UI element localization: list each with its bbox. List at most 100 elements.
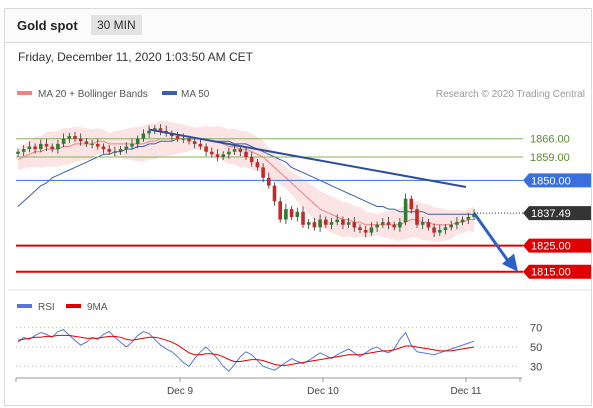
rsi-tick-50: 50 (530, 342, 542, 354)
candle (346, 218, 351, 228)
candle (381, 218, 385, 228)
candle (352, 216, 357, 232)
candle (261, 163, 265, 183)
candles (16, 124, 476, 238)
candle (466, 212, 471, 224)
indicator-legend: MA 20 + Bollinger Bands MA 50 Research ©… (17, 89, 585, 100)
legend-label-ma50: MA 50 (181, 89, 210, 100)
candle (21, 144, 26, 157)
candle (141, 129, 146, 142)
candle (318, 214, 322, 232)
candle (238, 146, 243, 157)
timeframe-badge[interactable]: 30 MIN (91, 15, 142, 35)
candle (210, 147, 214, 158)
level-value-1815.00: 1815.00 (531, 267, 571, 279)
rsi-9ma-line (17, 334, 475, 366)
candle (272, 182, 277, 206)
candle (101, 143, 106, 154)
rsi-tick-70: 70 (530, 323, 542, 335)
candle (113, 146, 117, 157)
candle (369, 222, 374, 236)
forecast-arrow-head (502, 253, 518, 272)
candle (267, 172, 271, 189)
chart-panel: Gold spot 30 MIN Friday, December 11, 20… (4, 8, 592, 406)
candle (403, 193, 408, 226)
time-tick-label: Dec 9 (167, 386, 194, 397)
candle (215, 149, 220, 162)
candle (204, 143, 208, 157)
candle (124, 142, 129, 154)
candle (432, 223, 436, 238)
bollinger-band-layer (18, 120, 474, 243)
level-value-1825.00: 1825.00 (531, 241, 571, 253)
candle (278, 197, 282, 223)
ma50-line (17, 138, 474, 215)
level-value-1850.00: 1850.00 (531, 175, 571, 187)
candle (289, 206, 294, 221)
legend-label-ma20: MA 20 + Bollinger Bands (38, 89, 148, 100)
candle (386, 216, 391, 230)
candle (73, 131, 77, 142)
candle (335, 214, 339, 226)
candle (130, 138, 134, 150)
candle (244, 147, 248, 161)
rsi-line (17, 329, 475, 372)
rsi-panel: 70 50 30 (16, 323, 542, 373)
candle (312, 218, 317, 231)
level-label-1866.00: 1866.00 (530, 134, 570, 146)
candle (135, 135, 140, 149)
time-axis: Dec 9 Dec 10 Dec 11 (15, 377, 522, 397)
research-credit: Research © 2020 Trading Central (436, 89, 585, 100)
chart-header: Gold spot 30 MIN (5, 9, 591, 43)
candle (118, 146, 123, 155)
candle (358, 224, 362, 234)
rsi-tick-30: 30 (530, 361, 542, 373)
candle (158, 124, 163, 136)
candle (61, 133, 66, 148)
candle (455, 216, 459, 230)
legend-swatch-ma50 (162, 91, 177, 95)
legend-label-rsi: RSI (38, 302, 55, 313)
candle (255, 159, 260, 171)
candle (443, 224, 448, 235)
candle (392, 221, 396, 231)
current-price-value: 1837.49 (531, 208, 571, 220)
trend-annotations (148, 128, 518, 272)
forecast-arrow (472, 212, 514, 268)
candle (341, 216, 345, 230)
candle (90, 139, 94, 149)
candle (284, 203, 288, 224)
price-labels: 1866.00 1859.00 1850.00 1825.00 1815.00 1837.… (474, 134, 591, 279)
candle (67, 132, 72, 144)
level-tag-1815.00 (523, 264, 591, 279)
candle (295, 207, 300, 222)
candle (375, 221, 379, 232)
legend-swatch-rsi (17, 304, 32, 308)
level-tag-1825.00 (523, 238, 591, 253)
candle (420, 216, 425, 230)
candle (192, 137, 197, 149)
rsi-legend: RSI 9MA (17, 302, 108, 313)
candle (398, 218, 402, 232)
candle (153, 125, 157, 134)
candle (249, 151, 254, 167)
timestamp-label: Friday, December 11, 2020 1:03:50 AM CET (18, 50, 254, 64)
instrument-title: Gold spot (17, 18, 78, 33)
candle (107, 144, 111, 155)
candle (147, 125, 151, 138)
candle (460, 216, 465, 226)
legend-swatch-9ma (66, 304, 81, 308)
legend-label-9ma: 9MA (87, 302, 108, 313)
time-tick-label: Dec 10 (307, 386, 339, 397)
bollinger-band (18, 120, 474, 243)
candle (175, 131, 180, 142)
candle (96, 138, 100, 150)
candle (449, 220, 453, 231)
candle (221, 151, 225, 161)
candle (50, 143, 54, 153)
candle (78, 133, 83, 146)
candle (409, 195, 414, 214)
candle (324, 216, 328, 228)
candle (84, 138, 89, 148)
